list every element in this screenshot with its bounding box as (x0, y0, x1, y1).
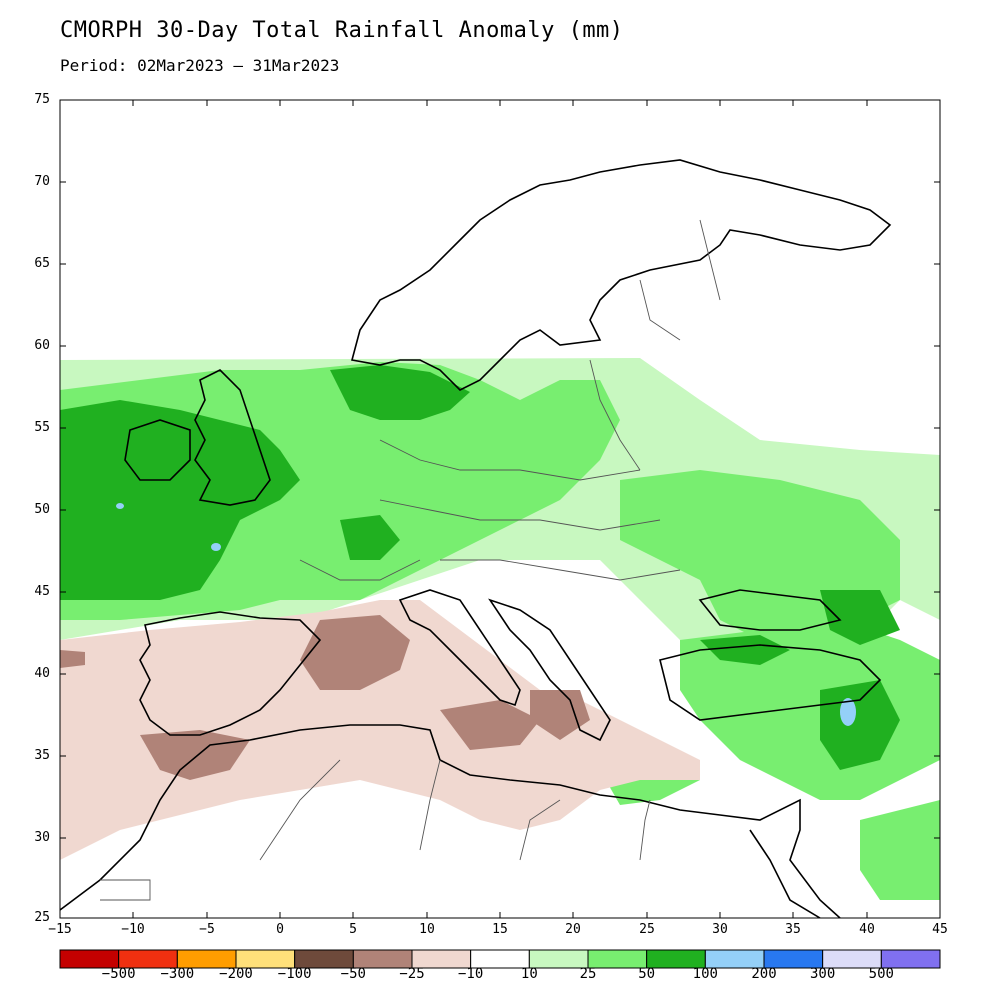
y-tick-label: 75 (34, 92, 50, 107)
anomaly-region-dark-green (820, 590, 900, 645)
axis-ticks (60, 99, 940, 918)
y-tick-label: 60 (34, 338, 50, 353)
x-tick-label: −10 (121, 922, 145, 937)
y-tick-label: 45 (34, 584, 50, 599)
colorbar-label: 25 (579, 966, 597, 982)
colorbar-label: 100 (692, 966, 718, 982)
anomaly-region-dark-green (330, 365, 470, 420)
y-tick-label: 55 (34, 420, 50, 435)
colorbar-label: −50 (340, 966, 366, 982)
y-tick-label: 50 (34, 502, 50, 517)
anomaly-region-light-brown (60, 600, 700, 860)
x-tick-label: 10 (419, 922, 435, 937)
x-tick-label: 35 (785, 922, 801, 937)
y-tick-label: 40 (34, 666, 50, 681)
colorbar-label: −100 (277, 966, 312, 982)
x-tick-label: 30 (712, 922, 728, 937)
x-tick-label: 0 (276, 922, 284, 937)
x-tick-label: −15 (48, 922, 72, 937)
map-title: CMORPH 30-Day Total Rainfall Anomaly (mm… (60, 18, 624, 43)
anomaly-region-dark-green (700, 635, 790, 665)
anomaly-region-mid-brown (140, 730, 250, 780)
x-tick-label: 40 (859, 922, 875, 937)
y-tick-label: 70 (34, 174, 50, 189)
anomaly-region-mid-brown (530, 690, 590, 740)
anomaly-region-blue (840, 698, 856, 726)
anomaly-region-mid-brown (300, 615, 410, 690)
coastlines (60, 159, 892, 918)
anomaly-region-dark-green (60, 400, 300, 600)
anomaly-region-dark-green (340, 515, 400, 560)
y-tick-label: 35 (34, 748, 50, 763)
y-tick-label: 30 (34, 830, 50, 845)
colorbar-label: 10 (520, 966, 538, 982)
colorbar (59, 949, 941, 969)
x-tick-label: −5 (199, 922, 215, 937)
colorbar-label: 300 (810, 966, 836, 982)
x-tick-label: 5 (349, 922, 357, 937)
anomaly-region-mid-brown (60, 650, 85, 668)
anomaly-region-blue (211, 543, 221, 551)
colorbar-label: −200 (219, 966, 253, 982)
colorbar-label: −300 (160, 966, 195, 982)
colorbar-label: 500 (868, 966, 894, 982)
x-tick-label: 15 (492, 922, 508, 937)
colorbar-label: 200 (751, 966, 777, 982)
country-borders (100, 219, 721, 901)
colorbar-swatch (880, 949, 941, 969)
colorbar-label: −10 (458, 966, 484, 982)
y-tick-label: 65 (34, 256, 50, 271)
colorbar-label: −25 (399, 966, 425, 982)
anomaly-region-mid-brown (440, 700, 540, 750)
colorbar-label: −500 (101, 966, 136, 982)
x-tick-label: 20 (565, 922, 581, 937)
anomaly-region-mid-green (860, 800, 940, 900)
anomaly-region-blue (116, 503, 124, 509)
y-tick-label: 25 (34, 910, 50, 925)
x-tick-label: 25 (639, 922, 655, 937)
map-period: Period: 02Mar2023 – 31Mar2023 (60, 56, 340, 75)
colorbar-label: 50 (638, 966, 656, 982)
x-tick-label: 45 (932, 922, 948, 937)
